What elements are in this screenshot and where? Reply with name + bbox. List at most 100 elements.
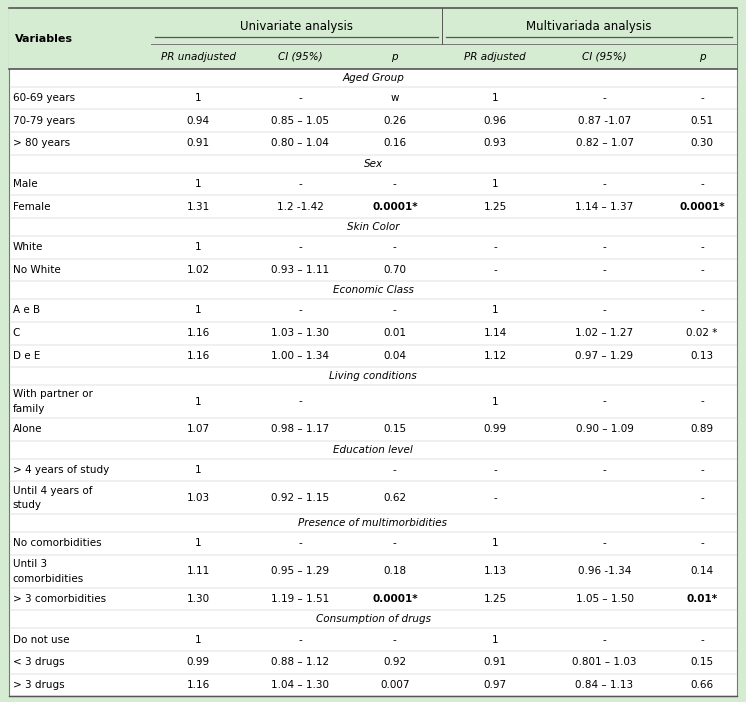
Text: 1.00 – 1.34: 1.00 – 1.34	[272, 351, 329, 361]
Text: 0.70: 0.70	[383, 265, 407, 275]
Text: 0.97 – 1.29: 0.97 – 1.29	[575, 351, 633, 361]
Text: -: -	[700, 179, 704, 189]
Text: 1: 1	[195, 93, 201, 103]
Text: 1: 1	[492, 305, 498, 315]
Text: Until 4 years of: Until 4 years of	[13, 486, 93, 496]
Text: 1: 1	[195, 635, 201, 644]
Text: -: -	[493, 242, 497, 252]
Text: 0.18: 0.18	[383, 567, 407, 576]
Text: -: -	[603, 93, 606, 103]
Text: 0.13: 0.13	[691, 351, 714, 361]
Bar	[9, 8, 737, 69]
Text: 1: 1	[195, 242, 201, 252]
Text: > 80 years: > 80 years	[13, 138, 70, 149]
Text: CI (95%): CI (95%)	[582, 51, 627, 62]
Text: 1.03: 1.03	[186, 493, 210, 503]
Text: 0.85 – 1.05: 0.85 – 1.05	[272, 116, 329, 126]
Text: 1.11: 1.11	[186, 567, 210, 576]
Text: Alone: Alone	[13, 425, 43, 435]
Text: 1.30: 1.30	[186, 594, 210, 604]
Text: -: -	[393, 305, 397, 315]
Text: Until 3: Until 3	[13, 559, 47, 569]
Text: Male: Male	[13, 179, 37, 189]
Text: -: -	[700, 305, 704, 315]
Text: 1.2 -1.42: 1.2 -1.42	[277, 201, 324, 212]
Text: -: -	[298, 635, 302, 644]
Text: -: -	[603, 305, 606, 315]
Text: Sex: Sex	[363, 159, 383, 168]
Text: 0.16: 0.16	[383, 138, 407, 149]
Text: -: -	[298, 305, 302, 315]
Text: -: -	[603, 465, 606, 475]
Text: 0.95 – 1.29: 0.95 – 1.29	[271, 567, 329, 576]
Text: 1.25: 1.25	[483, 594, 507, 604]
Text: CI (95%): CI (95%)	[278, 51, 322, 62]
Text: -: -	[603, 538, 606, 548]
Text: -: -	[700, 242, 704, 252]
Text: White: White	[13, 242, 43, 252]
Text: 0.62: 0.62	[383, 493, 407, 503]
Text: -: -	[700, 93, 704, 103]
Text: No comorbidities: No comorbidities	[13, 538, 101, 548]
Text: 0.80 – 1.04: 0.80 – 1.04	[272, 138, 329, 149]
Text: 0.66: 0.66	[691, 680, 714, 690]
Text: 1.02 – 1.27: 1.02 – 1.27	[575, 328, 633, 338]
Text: -: -	[298, 242, 302, 252]
Text: 1: 1	[492, 179, 498, 189]
Text: 0.88 – 1.12: 0.88 – 1.12	[271, 657, 329, 668]
Text: 0.007: 0.007	[380, 680, 410, 690]
Text: 1: 1	[195, 179, 201, 189]
Text: 0.01*: 0.01*	[686, 594, 718, 604]
Text: 1.19 – 1.51: 1.19 – 1.51	[271, 594, 329, 604]
Text: 0.92 – 1.15: 0.92 – 1.15	[271, 493, 329, 503]
Text: 1.05 – 1.50: 1.05 – 1.50	[575, 594, 633, 604]
Text: 0.26: 0.26	[383, 116, 407, 126]
Text: 0.15: 0.15	[691, 657, 714, 668]
Text: -: -	[603, 179, 606, 189]
Text: 0.92: 0.92	[383, 657, 407, 668]
Text: No White: No White	[13, 265, 60, 275]
Text: Aged Group: Aged Group	[342, 73, 404, 83]
Text: 1.25: 1.25	[483, 201, 507, 212]
Text: 1.12: 1.12	[483, 351, 507, 361]
Text: -: -	[700, 397, 704, 406]
Text: Multivariada analysis: Multivariada analysis	[526, 20, 651, 33]
Text: family: family	[13, 404, 45, 413]
Text: -: -	[298, 179, 302, 189]
Text: 60-69 years: 60-69 years	[13, 93, 75, 103]
Text: 0.51: 0.51	[691, 116, 714, 126]
Text: 0.02 *: 0.02 *	[686, 328, 718, 338]
Text: -: -	[700, 538, 704, 548]
Text: -: -	[298, 397, 302, 406]
Text: Presence of multimorbidities: Presence of multimorbidities	[298, 518, 448, 528]
Text: C: C	[13, 328, 20, 338]
Text: 1: 1	[492, 397, 498, 406]
Text: PR adjusted: PR adjusted	[465, 51, 526, 62]
Text: A e B: A e B	[13, 305, 40, 315]
Text: -: -	[393, 242, 397, 252]
Text: Do not use: Do not use	[13, 635, 69, 644]
Text: -: -	[603, 265, 606, 275]
Text: 0.01: 0.01	[383, 328, 407, 338]
Text: study: study	[13, 500, 42, 510]
Text: 1: 1	[492, 538, 498, 548]
Text: 1.14 – 1.37: 1.14 – 1.37	[575, 201, 633, 212]
Text: 0.94: 0.94	[186, 116, 210, 126]
Text: D e E: D e E	[13, 351, 40, 361]
Text: -: -	[298, 538, 302, 548]
Text: -: -	[393, 465, 397, 475]
Text: 70-79 years: 70-79 years	[13, 116, 75, 126]
Text: > 3 comorbidities: > 3 comorbidities	[13, 594, 106, 604]
Text: 0.91: 0.91	[186, 138, 210, 149]
Text: 0.0001*: 0.0001*	[372, 201, 418, 212]
Text: 0.84 – 1.13: 0.84 – 1.13	[575, 680, 633, 690]
Text: Univariate analysis: Univariate analysis	[240, 20, 353, 33]
Text: 1.02: 1.02	[186, 265, 210, 275]
Text: > 3 drugs: > 3 drugs	[13, 680, 64, 690]
Text: comorbidities: comorbidities	[13, 574, 84, 583]
Text: -: -	[603, 635, 606, 644]
Text: 0.98 – 1.17: 0.98 – 1.17	[271, 425, 329, 435]
Text: 0.99: 0.99	[186, 657, 210, 668]
Text: 1: 1	[195, 465, 201, 475]
Text: With partner or: With partner or	[13, 390, 93, 399]
